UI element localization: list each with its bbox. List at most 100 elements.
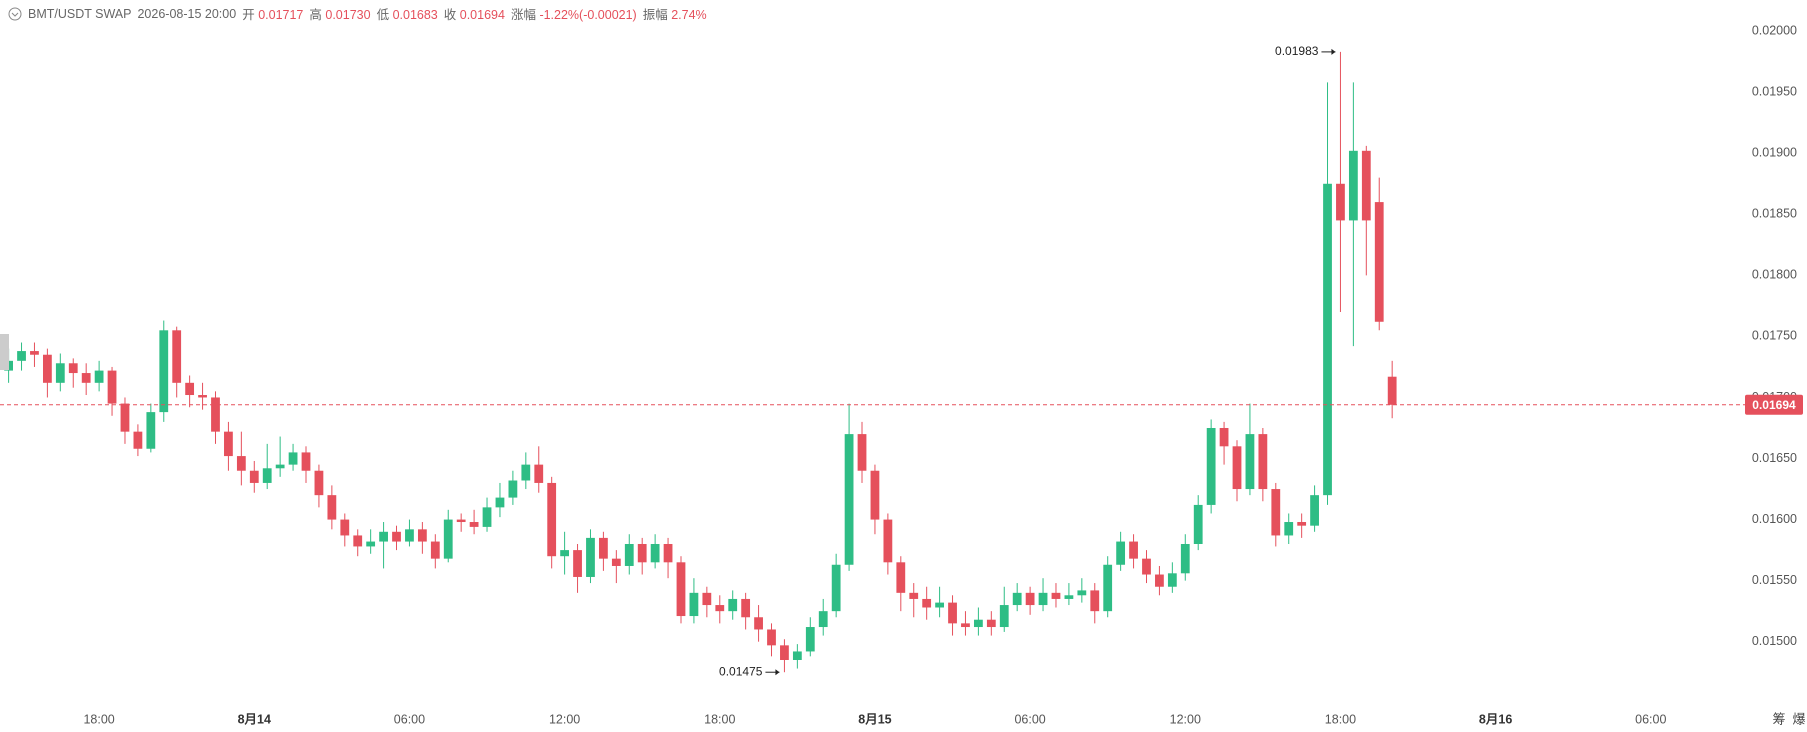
high-label: 高: [309, 8, 322, 22]
candle-body: [780, 645, 789, 661]
candle-body: [1258, 434, 1268, 490]
candle-body: [236, 456, 246, 471]
candle-body: [1064, 595, 1074, 599]
candle-body: [831, 564, 841, 612]
extreme-price-label: 0.01475: [719, 664, 763, 678]
candle-body: [611, 558, 621, 566]
candle-body: [120, 403, 130, 432]
candle-body: [1077, 590, 1087, 596]
low-value: 0.01683: [392, 8, 438, 22]
candle-body: [534, 464, 544, 483]
candle-body: [353, 535, 363, 547]
candle-body: [961, 623, 970, 628]
candle-body: [1361, 150, 1371, 221]
last-price-label: 0.01694: [1752, 398, 1796, 412]
candle-body: [922, 598, 932, 608]
x-tick-label: 18:00: [704, 712, 735, 726]
candle-body: [844, 434, 854, 565]
x-tick-label: 18:00: [1325, 712, 1356, 726]
candle-body: [1284, 522, 1294, 536]
candle-body: [275, 464, 285, 469]
candle-body: [94, 370, 104, 383]
candle-body: [973, 619, 983, 628]
candle-body: [1374, 202, 1384, 322]
candle-body: [107, 370, 117, 404]
candle-body: [624, 543, 634, 566]
candle-body: [1038, 592, 1048, 606]
candle-body: [1167, 573, 1177, 587]
candle-body: [366, 541, 376, 547]
candle-body: [650, 543, 660, 563]
last-price-badge: [1745, 394, 1803, 415]
candle-body: [159, 330, 169, 413]
x-tick-label: 06:00: [1014, 712, 1045, 726]
candle-body: [469, 522, 479, 527]
candle-body: [1297, 522, 1307, 526]
y-tick-label: 0.01750: [1752, 329, 1797, 343]
candle-body: [767, 629, 776, 646]
x-tick-label: 06:00: [1635, 712, 1666, 726]
y-tick-label: 0.01900: [1752, 146, 1797, 160]
candle-body: [1310, 495, 1319, 526]
candle-body: [999, 605, 1009, 628]
candle-body: [741, 598, 751, 618]
candle-body: [30, 351, 39, 355]
candle-body: [1116, 541, 1126, 565]
collapse-icon[interactable]: [8, 7, 22, 21]
candle-body: [1336, 183, 1345, 221]
candle-body: [81, 373, 91, 383]
annotation-arrowhead: [775, 669, 780, 676]
candle-body: [1193, 504, 1203, 544]
x-tick-label: 8月15: [858, 712, 891, 726]
candle-body: [792, 651, 802, 661]
candle-body: [508, 480, 518, 498]
candle-body: [1245, 434, 1255, 490]
candle-body: [17, 351, 26, 361]
candle-body: [172, 330, 182, 383]
side-handle[interactable]: [0, 334, 9, 370]
candle-body: [1129, 541, 1138, 559]
candle-body: [754, 617, 763, 630]
candle-body: [1219, 427, 1229, 447]
candle-body: [560, 550, 570, 557]
candle-body: [663, 543, 673, 563]
candle-body: [883, 519, 893, 563]
y-tick-label: 0.01600: [1752, 512, 1797, 526]
candle-body: [857, 434, 867, 471]
candle-body: [1012, 592, 1022, 606]
candle-body: [262, 468, 272, 483]
high-value: 0.01730: [325, 8, 371, 22]
candle-body: [896, 562, 906, 593]
candle-body: [586, 537, 595, 577]
candle-body: [599, 537, 608, 559]
candle-body: [185, 382, 195, 396]
y-tick-label: 0.01850: [1752, 207, 1797, 221]
x-tick-label: 8月16: [1479, 712, 1512, 726]
candle-body: [986, 619, 996, 628]
candle-body: [482, 507, 492, 527]
candle-body: [211, 397, 220, 432]
amplitude-value: 2.74%: [671, 8, 707, 22]
candle-body: [909, 592, 919, 599]
candle-body: [1180, 543, 1190, 574]
open-label: 开: [242, 8, 255, 22]
candle-body: [224, 431, 233, 457]
candle-body: [1103, 564, 1113, 612]
symbol: BMT/USDT SWAP: [28, 6, 132, 21]
candle-body: [146, 412, 156, 449]
footer-icon[interactable]: 筹: [1772, 711, 1785, 726]
footer-icon[interactable]: 爆: [1792, 711, 1805, 726]
candle-body: [379, 531, 388, 542]
open-value: 0.01717: [258, 8, 304, 22]
candle-body: [1051, 592, 1061, 599]
candle-body: [198, 395, 207, 398]
candle-body: [417, 529, 427, 542]
candle-body: [405, 529, 414, 542]
candle-body: [1142, 558, 1151, 575]
amplitude-label: 振幅: [642, 8, 668, 22]
y-tick-label: 0.02000: [1752, 23, 1797, 37]
y-tick-label: 0.01500: [1752, 634, 1797, 648]
x-tick-label: 06:00: [394, 712, 425, 726]
